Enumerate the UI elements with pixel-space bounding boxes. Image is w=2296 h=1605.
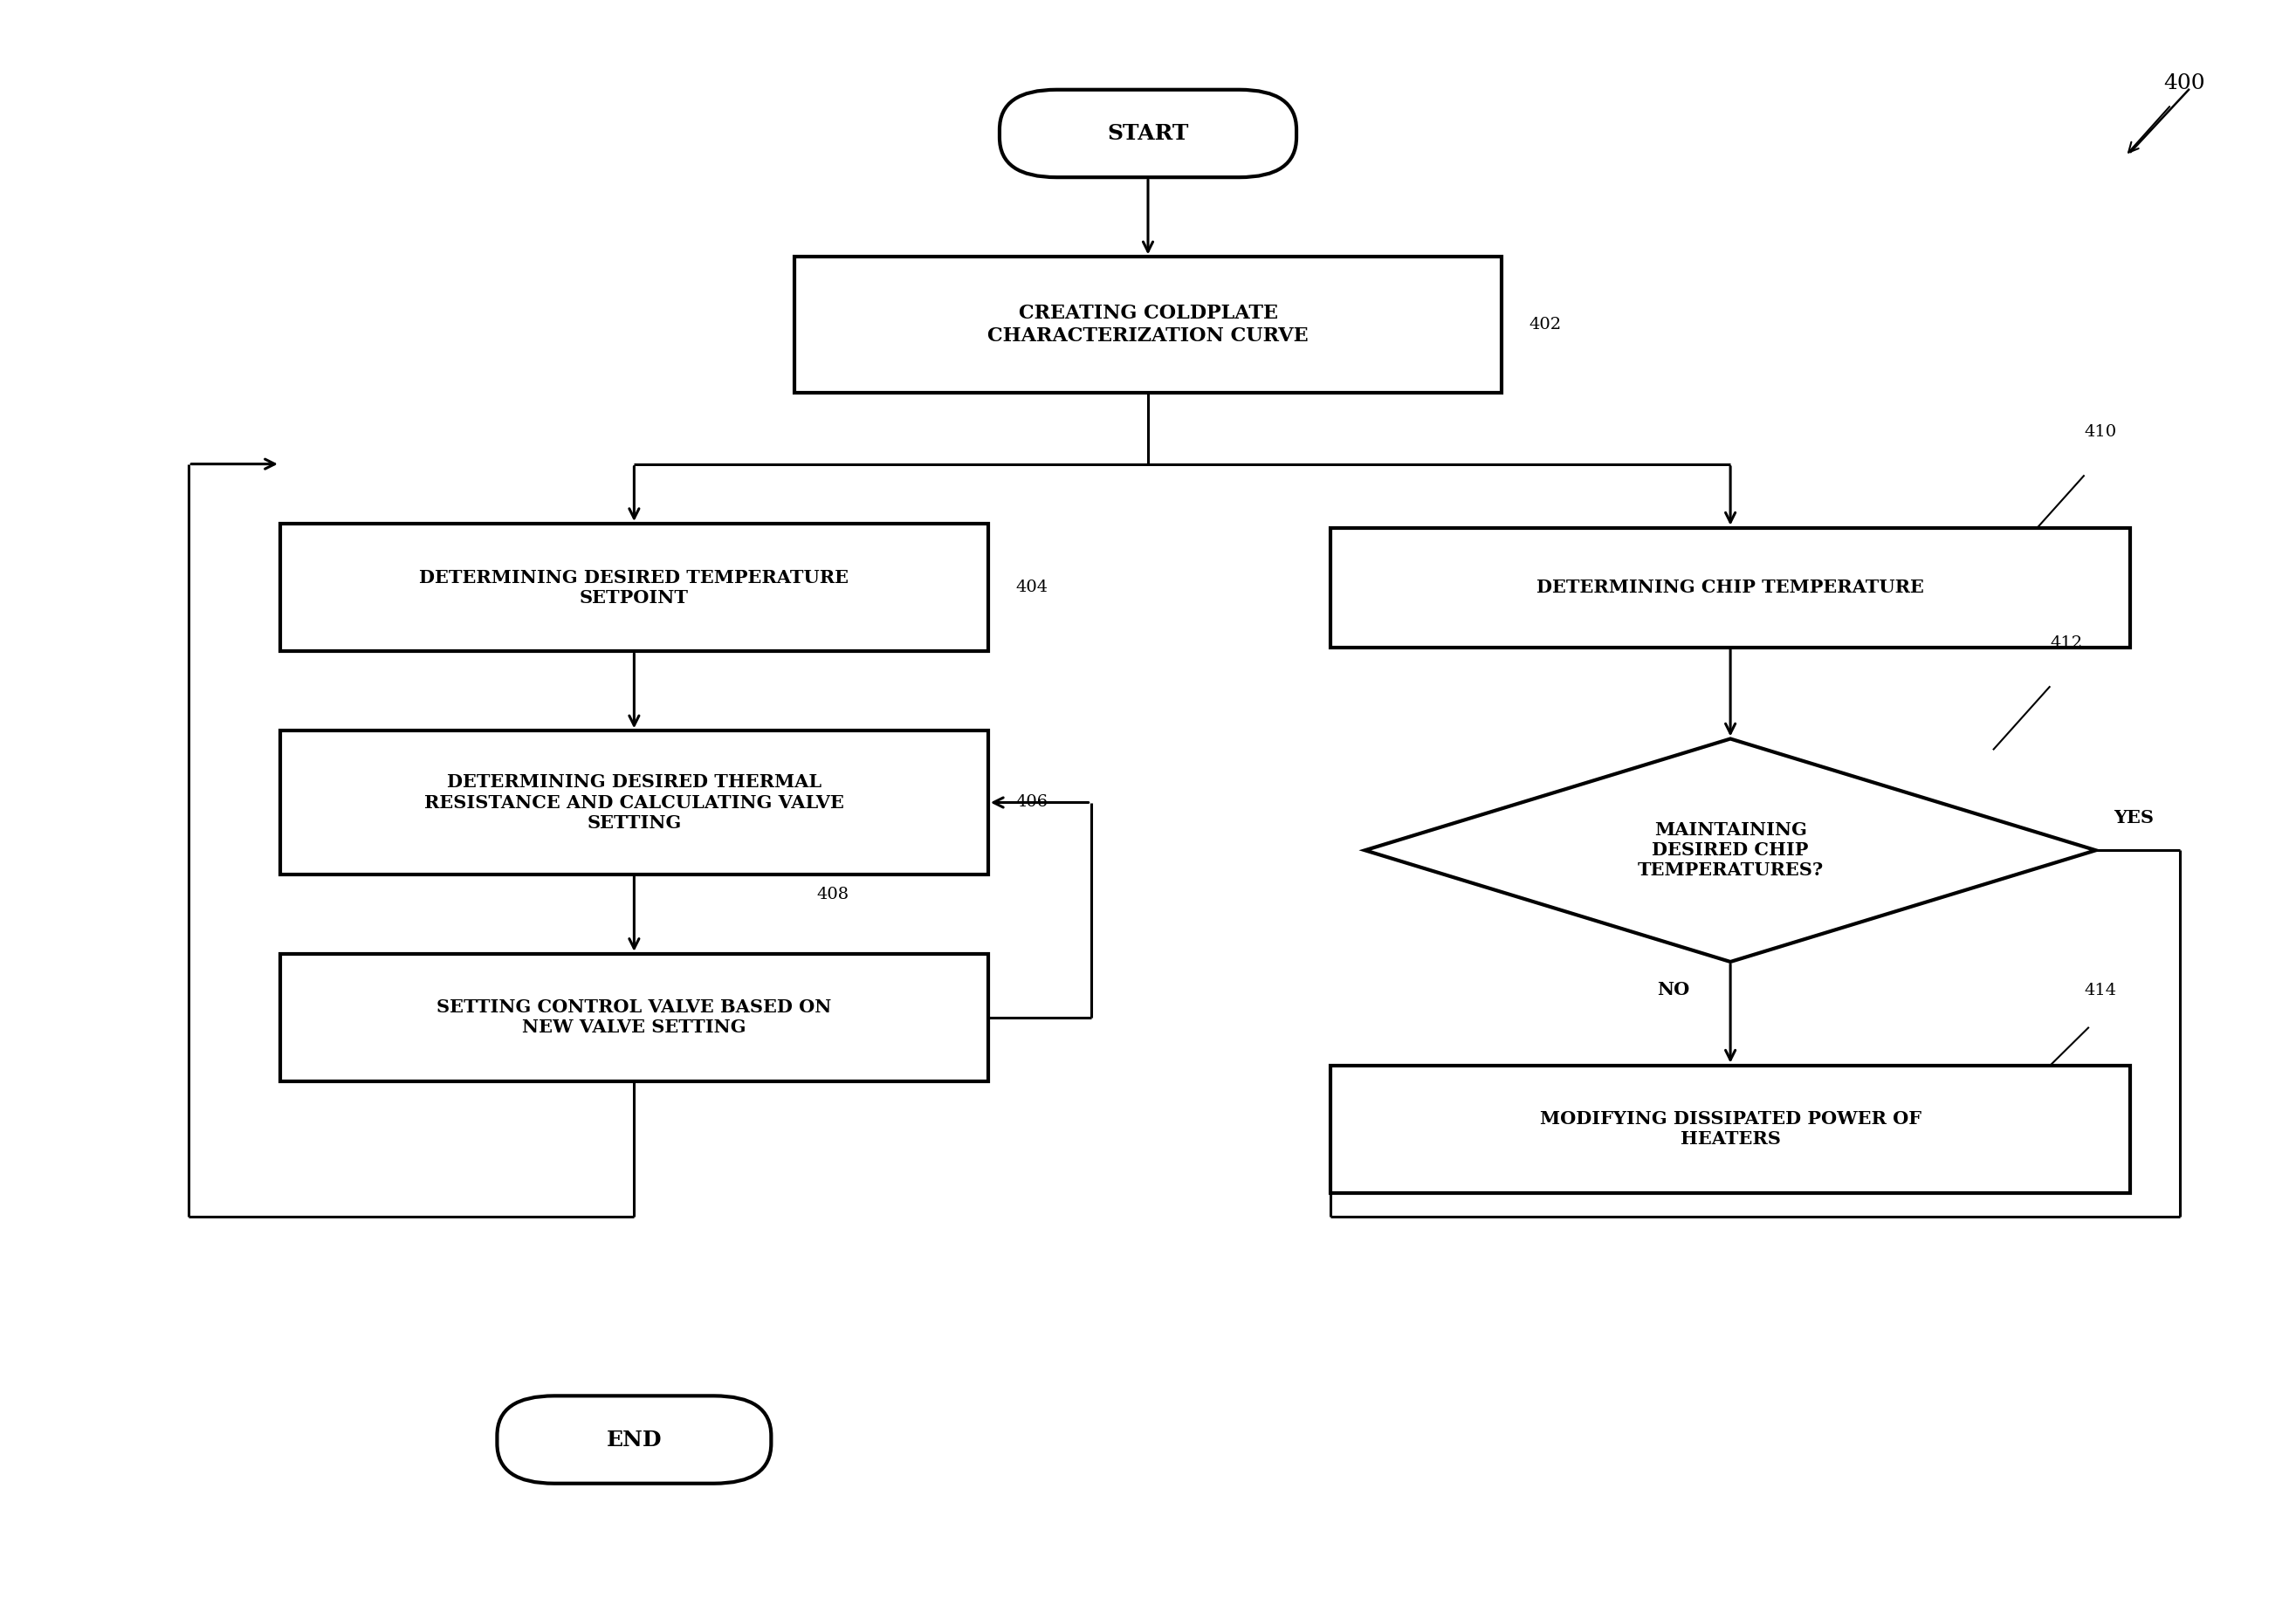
Text: 408: 408 (817, 888, 850, 904)
Text: 412: 412 (2050, 636, 2082, 652)
Bar (1332, 528, 2131, 647)
Bar (1332, 1066, 2131, 1193)
Text: DETERMINING DESIRED THERMAL
RESISTANCE AND CALCULATING VALVE
SETTING: DETERMINING DESIRED THERMAL RESISTANCE A… (425, 774, 845, 831)
Text: 410: 410 (2085, 424, 2117, 440)
Text: 406: 406 (1015, 794, 1047, 811)
Text: CREATING COLDPLATE
CHARACTERIZATION CURVE: CREATING COLDPLATE CHARACTERIZATION CURV… (987, 303, 1309, 345)
Bar (280, 523, 987, 652)
Text: 400: 400 (2163, 72, 2206, 93)
Text: SETTING CONTROL VALVE BASED ON
NEW VALVE SETTING: SETTING CONTROL VALVE BASED ON NEW VALVE… (436, 998, 831, 1037)
FancyBboxPatch shape (498, 1396, 771, 1483)
Bar (280, 730, 987, 875)
Text: NO: NO (1658, 981, 1690, 998)
Bar (794, 257, 1502, 392)
Text: 414: 414 (2085, 982, 2117, 998)
Text: YES: YES (2115, 809, 2154, 827)
Text: START: START (1107, 124, 1189, 144)
Bar (280, 953, 987, 1082)
Text: MAINTAINING
DESIRED CHIP
TEMPERATURES?: MAINTAINING DESIRED CHIP TEMPERATURES? (1637, 822, 1823, 880)
Text: 402: 402 (1529, 316, 1561, 332)
Text: END: END (606, 1428, 661, 1451)
Text: DETERMINING DESIRED TEMPERATURE
SETPOINT: DETERMINING DESIRED TEMPERATURE SETPOINT (420, 568, 850, 607)
Polygon shape (1364, 738, 2096, 961)
FancyBboxPatch shape (999, 90, 1297, 177)
Text: DETERMINING CHIP TEMPERATURE: DETERMINING CHIP TEMPERATURE (1536, 579, 1924, 595)
Text: 404: 404 (1015, 579, 1047, 595)
Text: MODIFYING DISSIPATED POWER OF
HEATERS: MODIFYING DISSIPATED POWER OF HEATERS (1541, 1111, 1922, 1148)
